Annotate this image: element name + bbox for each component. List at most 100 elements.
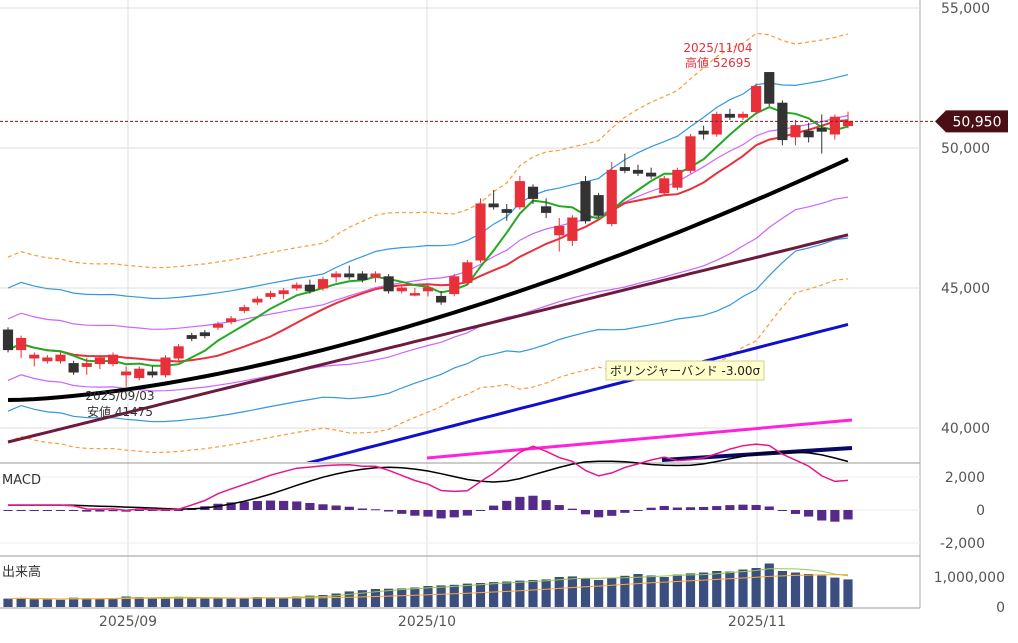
macd-histogram-bar bbox=[69, 510, 79, 511]
volume-bar bbox=[528, 580, 538, 607]
macd-histogram-bar bbox=[134, 510, 144, 511]
volume-bar bbox=[318, 595, 328, 607]
macd-histogram-bar bbox=[410, 510, 420, 516]
volume-tick-label: 1,000,000 bbox=[934, 570, 1005, 586]
bollinger-band--3sigma bbox=[7, 278, 849, 454]
macd-histogram-bar bbox=[790, 510, 801, 514]
volume-bar bbox=[16, 598, 26, 607]
volume-bar bbox=[95, 598, 105, 607]
candle-body bbox=[646, 172, 657, 177]
macd-histogram-bar bbox=[29, 510, 39, 511]
candle-body bbox=[134, 368, 145, 379]
macd-histogram-bar bbox=[174, 510, 184, 511]
price-panel bbox=[2, 32, 854, 462]
candle-body bbox=[383, 276, 394, 292]
macd-histogram-bar bbox=[42, 510, 52, 511]
tooltip-text: ボリンジャーバンド -3.00σ bbox=[610, 364, 761, 378]
macd-histogram-bar bbox=[764, 506, 774, 510]
volume-bar bbox=[357, 590, 367, 607]
volume-bar bbox=[121, 596, 131, 607]
candle-body bbox=[619, 167, 630, 171]
volume-bar bbox=[685, 573, 696, 607]
macd-histogram-bar bbox=[357, 508, 367, 510]
macd-histogram-bar bbox=[515, 496, 525, 510]
volume-bar bbox=[305, 595, 315, 607]
volume-bar bbox=[42, 599, 52, 607]
volume-bar bbox=[29, 599, 39, 607]
price-tick-label: 55,000 bbox=[941, 1, 990, 17]
low-date-label: 2025/09/03 bbox=[85, 389, 154, 403]
volume-bar bbox=[82, 598, 92, 607]
candle-body bbox=[396, 287, 407, 292]
candle-body bbox=[751, 85, 762, 113]
bollinger-band-+1sigma bbox=[7, 114, 849, 330]
macd-histogram-bar bbox=[384, 510, 394, 512]
macd-histogram-bar bbox=[423, 510, 433, 517]
volume-bar bbox=[646, 575, 656, 607]
candle-body bbox=[527, 186, 539, 199]
volume-bar bbox=[699, 572, 709, 607]
volume-bar bbox=[134, 597, 144, 607]
volume-bar bbox=[265, 597, 276, 607]
candle-body bbox=[199, 332, 210, 337]
macd-histogram-bar bbox=[55, 510, 66, 511]
macd-histogram-bar bbox=[3, 510, 13, 511]
volume-bar bbox=[607, 577, 617, 607]
macd-tick-label: -2,000 bbox=[940, 536, 985, 552]
macd-panel bbox=[0, 443, 920, 544]
price-tick-label: 45,000 bbox=[941, 281, 990, 297]
ma-200-line bbox=[305, 322, 849, 462]
volume-bar bbox=[226, 598, 236, 607]
volume-bar bbox=[252, 597, 262, 607]
macd-histogram-bar bbox=[528, 495, 538, 510]
volume-bar bbox=[475, 583, 486, 607]
volume-bar bbox=[777, 571, 787, 607]
macd-tick-label: 2,000 bbox=[945, 470, 985, 486]
volume-bar bbox=[187, 597, 197, 607]
ma-50-line bbox=[7, 157, 849, 402]
macd-histogram-bar bbox=[699, 506, 709, 510]
candle-body bbox=[317, 279, 329, 289]
candle-body bbox=[422, 287, 434, 292]
ma-25-line bbox=[7, 119, 849, 363]
macd-tick-label: 0 bbox=[976, 503, 985, 519]
volume-bar bbox=[174, 596, 184, 607]
candle-body bbox=[121, 371, 132, 376]
macd-histogram-bar bbox=[830, 510, 840, 522]
candle-body bbox=[475, 203, 486, 261]
candle-body bbox=[304, 284, 315, 292]
volume-bar bbox=[108, 598, 118, 607]
candle-body bbox=[829, 116, 840, 135]
candle-body bbox=[672, 169, 683, 188]
candle-body bbox=[816, 127, 827, 132]
candle-body bbox=[567, 217, 578, 241]
volume-bar bbox=[370, 589, 381, 607]
macd-histogram-bar bbox=[633, 510, 643, 511]
volume-bar bbox=[489, 582, 499, 607]
candle-body bbox=[593, 195, 604, 216]
candle-body bbox=[173, 346, 184, 359]
volume-bar bbox=[69, 597, 79, 607]
candle-body bbox=[685, 136, 696, 171]
volume-bar bbox=[554, 577, 564, 607]
bollinger-band-+2sigma bbox=[7, 74, 849, 300]
candle-body bbox=[357, 273, 368, 281]
candle-body bbox=[514, 181, 525, 208]
candle-body bbox=[554, 225, 565, 236]
volume-bar bbox=[239, 597, 249, 607]
macd-histogram-bar bbox=[108, 510, 118, 512]
candle-body bbox=[790, 125, 801, 138]
low-value-label: 安値 41475 bbox=[87, 404, 153, 419]
candle-body bbox=[265, 293, 276, 297]
volume-bar bbox=[738, 569, 748, 607]
candle-body bbox=[239, 307, 250, 311]
macd-histogram-bar bbox=[449, 510, 459, 518]
macd-histogram-bar bbox=[265, 500, 276, 510]
macd-histogram-bar bbox=[502, 500, 512, 510]
date-tick-label: 2025/09 bbox=[99, 614, 157, 630]
volume-bar bbox=[764, 563, 774, 607]
candle-body bbox=[698, 130, 709, 135]
current-price-label-bg bbox=[935, 110, 1008, 133]
bollinger-band--2sigma bbox=[7, 237, 849, 423]
macd-histogram-bar bbox=[95, 510, 105, 512]
